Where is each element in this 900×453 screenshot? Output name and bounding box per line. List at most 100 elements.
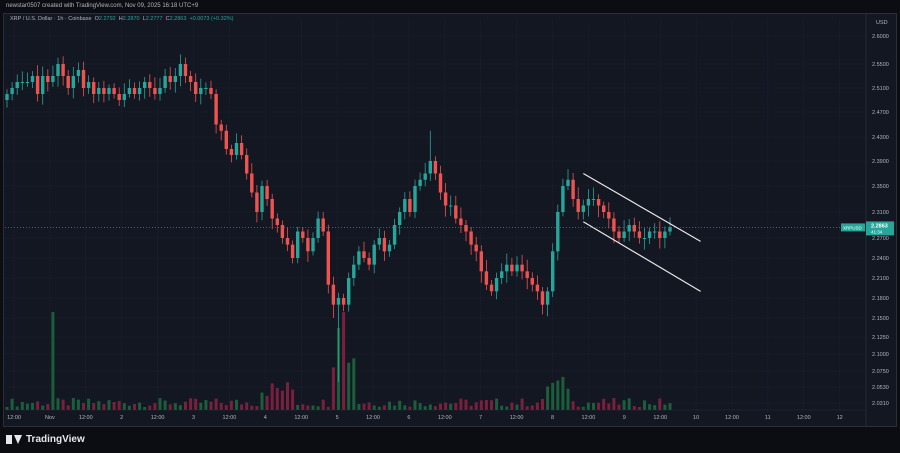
- time-tick-label: Nov: [45, 415, 55, 421]
- candle-body: [280, 225, 285, 238]
- price-tick-label: 2.0530: [872, 385, 889, 391]
- candle-body: [30, 76, 35, 82]
- candle-body: [617, 231, 621, 238]
- volume-bar: [479, 400, 483, 410]
- volume-bar: [245, 402, 249, 410]
- volume-bar: [82, 403, 85, 410]
- last-price-value: 2.2863: [871, 223, 888, 229]
- candle-body: [515, 264, 519, 272]
- price-tick-label: 2.3100: [872, 210, 889, 216]
- volume-bar: [173, 403, 177, 410]
- volume-bar: [607, 403, 611, 410]
- volume-bar: [41, 405, 45, 410]
- candle-body: [413, 186, 417, 212]
- candle-body: [596, 199, 601, 206]
- time-tick-label: 8: [551, 415, 554, 421]
- candle-body: [158, 88, 162, 94]
- low-value: 2.2777: [145, 16, 163, 22]
- volume-bar: [362, 403, 366, 410]
- low-label: L: [142, 16, 146, 22]
- candle-body: [668, 227, 672, 232]
- volume-bar: [418, 403, 422, 410]
- volume-bar: [454, 403, 458, 410]
- time-tick-label: 2: [120, 415, 123, 421]
- candle-body: [423, 173, 427, 180]
- time-tick-label: 12: [837, 415, 843, 421]
- candle-body: [392, 225, 397, 245]
- candle-body: [127, 88, 132, 94]
- volume-bar: [76, 399, 80, 410]
- chart-frame[interactable]: [3, 13, 897, 427]
- volume-bar: [148, 405, 152, 410]
- volume-bar: [592, 402, 595, 410]
- candle-body: [148, 82, 152, 88]
- tradingview-footer: TradingView: [6, 432, 85, 446]
- volume-bar: [127, 405, 131, 410]
- high-value: 2.2870: [122, 16, 140, 22]
- candle-body: [627, 225, 631, 232]
- candle-body: [209, 88, 213, 94]
- candle-body: [449, 205, 453, 207]
- candle-body: [556, 212, 560, 252]
- volume-bar: [439, 403, 442, 410]
- volume-bar: [525, 406, 529, 410]
- volume-bar: [637, 406, 641, 410]
- candle-body: [15, 82, 19, 88]
- candle-body: [607, 212, 611, 219]
- volume-bar: [235, 399, 238, 410]
- candle-body: [35, 76, 40, 94]
- volume-bar: [25, 403, 29, 410]
- volume-bar: [189, 398, 193, 410]
- symbol-tag: [841, 223, 865, 232]
- volume-bar: [178, 405, 182, 410]
- volume-bar: [117, 401, 121, 410]
- open-label: O: [94, 16, 99, 22]
- volume-bar: [469, 405, 473, 410]
- volume-bar: [224, 405, 228, 410]
- volume-bar: [342, 312, 346, 410]
- candle-body: [398, 212, 402, 225]
- volume-bar: [648, 404, 652, 410]
- volume-bar: [250, 405, 254, 410]
- volume-bar: [347, 362, 351, 410]
- candle-body: [347, 278, 351, 305]
- candle-body: [505, 264, 509, 272]
- price-tick-label: 2.3900: [872, 159, 889, 165]
- volume-bar: [459, 398, 463, 410]
- price-tick-label: 2.2400: [872, 256, 889, 262]
- candle-body: [61, 64, 65, 76]
- last-price-tag: [866, 221, 894, 236]
- volume-bar: [194, 398, 198, 410]
- time-tick-label: 12:00: [151, 415, 165, 421]
- volume-bar: [530, 405, 534, 410]
- candle-body: [637, 231, 642, 238]
- volume-bar: [265, 395, 269, 410]
- symbol-label: XRP / U.S. Dollar · 1h · Coinbase: [10, 16, 92, 22]
- last-price-countdown: 41:34: [871, 229, 883, 234]
- volume-bar: [229, 400, 233, 410]
- volume-bar: [46, 404, 50, 410]
- price-tick-label: 2.5500: [872, 62, 889, 68]
- candle-body: [489, 284, 494, 292]
- candle-body: [10, 88, 14, 94]
- price-tick-label: 2.6000: [872, 34, 889, 40]
- volume-bar: [260, 392, 264, 410]
- candle-body: [311, 238, 315, 252]
- volume-bar: [219, 402, 223, 410]
- candle-body: [178, 64, 183, 76]
- candle-body: [76, 70, 81, 76]
- time-tick-label: 12:00: [366, 415, 380, 421]
- volume-bar: [184, 401, 187, 410]
- candle-body: [357, 251, 361, 265]
- volume-bar: [658, 398, 662, 410]
- price-tick-label: 2.2700: [872, 236, 889, 242]
- candle-body: [194, 82, 198, 94]
- volume-bar: [546, 386, 550, 410]
- volume-bar: [240, 404, 244, 410]
- volume-bar: [352, 358, 356, 410]
- volume-bar: [449, 403, 453, 410]
- candle-body: [239, 143, 244, 155]
- candle-body: [367, 258, 371, 265]
- volume-bar: [199, 402, 203, 410]
